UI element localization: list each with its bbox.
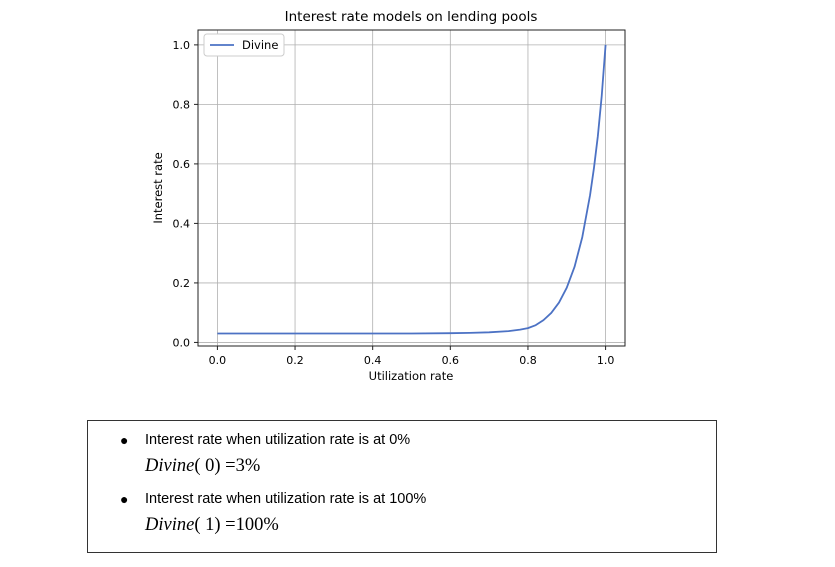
x-axis-ticks: 0.0 0.2 0.4 0.6 0.8 1.0 bbox=[209, 346, 615, 367]
note-formula: Divine( 1) =100% bbox=[145, 514, 279, 536]
interest-rate-chart: Interest rate models on lending pools 0.… bbox=[151, 9, 626, 383]
note-formula: Divine( 0) =3% bbox=[145, 455, 260, 477]
x-tick-label: 0.2 bbox=[286, 354, 304, 367]
legend-label-divine: Divine bbox=[242, 38, 278, 52]
x-tick-label: 1.0 bbox=[597, 354, 615, 367]
x-axis-label: Utilization rate bbox=[369, 369, 454, 383]
y-tick-label: 0.8 bbox=[173, 98, 191, 111]
bullet-icon: ● bbox=[120, 432, 129, 448]
series-line-divine bbox=[217, 44, 607, 335]
formula-result: =100% bbox=[225, 515, 279, 535]
y-tick-label: 0.2 bbox=[173, 277, 191, 290]
y-tick-label: 0.4 bbox=[173, 217, 191, 230]
y-tick-label: 1.0 bbox=[173, 39, 191, 52]
formula-function: Divine bbox=[145, 515, 195, 535]
formula-argument: ( 0) bbox=[194, 456, 221, 476]
series-layer bbox=[217, 44, 607, 335]
x-tick-label: 0.8 bbox=[519, 354, 537, 367]
x-tick-label: 0.4 bbox=[364, 354, 382, 367]
formula-argument: ( 1) bbox=[194, 515, 221, 535]
formula-result: =3% bbox=[225, 456, 261, 476]
notes-box: ● Interest rate when utilization rate is… bbox=[87, 420, 717, 553]
chart-title: Interest rate models on lending pools bbox=[285, 9, 538, 25]
bullet-icon: ● bbox=[120, 491, 129, 507]
x-tick-label: 0.0 bbox=[209, 354, 227, 367]
note-text: Interest rate when utilization rate is a… bbox=[145, 432, 411, 448]
x-tick-label: 0.6 bbox=[442, 354, 460, 367]
y-tick-label: 0.0 bbox=[173, 336, 191, 349]
formula-function: Divine bbox=[145, 456, 195, 476]
legend: Divine bbox=[203, 33, 285, 57]
note-text: Interest rate when utilization rate is a… bbox=[145, 491, 427, 507]
plot-frame bbox=[197, 29, 626, 347]
legend-box bbox=[203, 33, 285, 57]
y-axis-ticks: 0.0 0.2 0.4 0.6 0.8 1.0 bbox=[173, 39, 198, 349]
y-tick-label: 0.6 bbox=[173, 158, 191, 171]
y-axis-label: Interest rate bbox=[151, 152, 165, 223]
